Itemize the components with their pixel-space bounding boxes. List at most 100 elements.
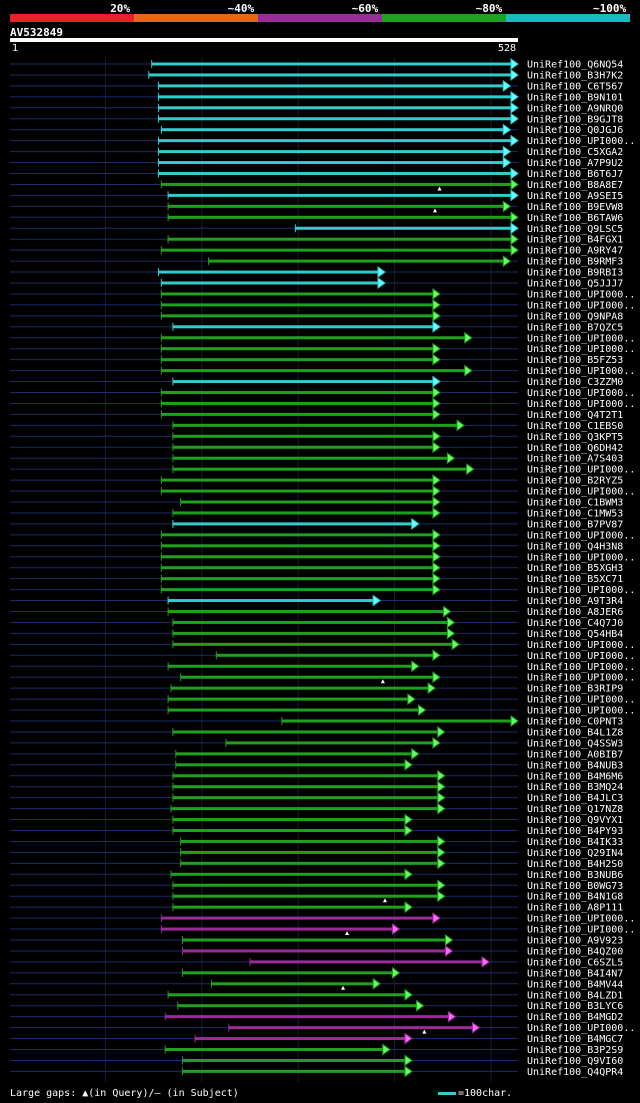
hit-alignment[interactable] — [161, 401, 434, 405]
hit-alignment[interactable] — [172, 325, 434, 329]
hit-alignment[interactable] — [158, 106, 512, 110]
hit-alignment[interactable] — [177, 1004, 418, 1008]
hit-alignment[interactable] — [168, 204, 505, 208]
hit-label[interactable]: UniRef100_A9SEI5 — [527, 191, 623, 202]
hit-alignment[interactable] — [175, 763, 406, 767]
hit-label[interactable]: UniRef100_Q9LSC5 — [527, 224, 623, 235]
hit-alignment[interactable] — [170, 807, 439, 811]
hit-alignment[interactable] — [158, 95, 512, 99]
hit-alignment[interactable] — [158, 117, 512, 121]
hit-label[interactable]: UniRef100_C6T567 — [527, 81, 623, 92]
hit-label[interactable]: UniRef100_B5FZ53 — [527, 355, 623, 366]
hit-alignment[interactable] — [161, 314, 434, 318]
hit-label[interactable]: UniRef100_A9V923 — [527, 936, 623, 947]
hit-label[interactable]: UniRef100_B3MQ24 — [527, 782, 623, 793]
hit-label[interactable]: UniRef100_UPI000.. — [527, 651, 635, 662]
hit-alignment[interactable] — [151, 62, 512, 66]
hit-label[interactable]: UniRef100_B3P2S9 — [527, 1045, 623, 1056]
hit-label[interactable]: UniRef100_B3RIP9 — [527, 684, 623, 695]
hit-label[interactable]: UniRef100_B6TAW6 — [527, 213, 623, 224]
hit-alignment[interactable] — [158, 161, 505, 165]
hit-label[interactable]: UniRef100_Q54HB4 — [527, 629, 623, 640]
hit-label[interactable]: UniRef100_UPI000.. — [527, 662, 635, 673]
hit-alignment[interactable] — [225, 741, 434, 745]
hit-label[interactable]: UniRef100_B9EVW8 — [527, 202, 623, 213]
hit-label[interactable]: UniRef100_C0PNT3 — [527, 717, 623, 728]
hit-label[interactable]: UniRef100_A8JER6 — [527, 607, 623, 618]
hit-label[interactable]: UniRef100_B4PY93 — [527, 826, 623, 837]
hit-label[interactable]: UniRef100_UPI000.. — [527, 673, 635, 684]
hit-label[interactable]: UniRef100_UPI000.. — [527, 300, 635, 311]
hit-alignment[interactable] — [182, 971, 394, 975]
hit-alignment[interactable] — [158, 139, 512, 143]
hit-alignment[interactable] — [158, 84, 505, 88]
hit-label[interactable]: UniRef100_UPI000.. — [527, 344, 635, 355]
hit-label[interactable]: UniRef100_UPI000.. — [527, 585, 635, 596]
hit-alignment[interactable] — [182, 938, 447, 942]
hit-alignment[interactable] — [172, 456, 449, 460]
hit-label[interactable]: UniRef100_B4I4N7 — [527, 968, 623, 979]
hit-alignment[interactable] — [161, 248, 512, 252]
hit-label[interactable]: UniRef100_A9NRQ0 — [527, 103, 623, 114]
hit-alignment[interactable] — [161, 577, 434, 581]
hit-alignment[interactable] — [172, 631, 449, 635]
hit-label[interactable]: UniRef100_B4N1G8 — [527, 892, 623, 903]
hit-alignment[interactable] — [172, 522, 413, 526]
hit-label[interactable]: UniRef100_Q9VI60 — [527, 1056, 623, 1067]
hit-label[interactable]: UniRef100_UPI000.. — [527, 706, 635, 717]
hit-alignment[interactable] — [168, 215, 512, 219]
hit-label[interactable]: UniRef100_B5XGH3 — [527, 563, 623, 574]
hit-label[interactable]: UniRef100_B9RBI3 — [527, 268, 623, 279]
hit-label[interactable]: UniRef100_UPI000.. — [527, 695, 635, 706]
hit-label[interactable]: UniRef100_Q9NPA8 — [527, 311, 623, 322]
hit-label[interactable]: UniRef100_Q3KPT5 — [527, 432, 623, 443]
hit-alignment[interactable] — [172, 785, 439, 789]
hit-label[interactable]: UniRef100_B4QZ00 — [527, 946, 623, 957]
hit-alignment[interactable] — [168, 237, 512, 241]
hit-label[interactable]: UniRef100_B4NUB3 — [527, 760, 623, 771]
hit-label[interactable]: UniRef100_UPI000.. — [527, 552, 635, 563]
hit-alignment[interactable] — [172, 445, 434, 449]
hit-label[interactable]: UniRef100_UPI000.. — [527, 640, 635, 651]
hit-alignment[interactable] — [165, 1048, 384, 1051]
hit-alignment[interactable] — [211, 982, 375, 986]
hit-label[interactable]: UniRef100_A9T3R4 — [527, 596, 623, 607]
hit-alignment[interactable] — [165, 1015, 450, 1019]
hit-alignment[interactable] — [161, 588, 434, 592]
hit-label[interactable]: UniRef100_UPI000.. — [527, 925, 635, 936]
hit-label[interactable]: UniRef100_UPI000.. — [527, 1023, 635, 1034]
hit-alignment[interactable] — [182, 1069, 406, 1073]
hit-label[interactable]: UniRef100_B4MV44 — [527, 979, 623, 990]
hit-alignment[interactable] — [161, 347, 434, 351]
hit-alignment[interactable] — [168, 993, 406, 997]
hit-alignment[interactable] — [148, 73, 512, 77]
hit-alignment[interactable] — [182, 1058, 406, 1062]
hit-label[interactable]: UniRef100_B9RMF3 — [527, 257, 623, 268]
hit-alignment[interactable] — [175, 752, 413, 756]
hit-label[interactable]: UniRef100_Q6DH42 — [527, 443, 623, 454]
hit-label[interactable]: UniRef100_A8P111 — [527, 903, 623, 914]
hit-label[interactable]: UniRef100_UPI000.. — [527, 136, 635, 147]
hit-label[interactable]: UniRef100_UPI000.. — [527, 465, 635, 476]
hit-label[interactable]: UniRef100_C1MW53 — [527, 508, 623, 519]
hit-alignment[interactable] — [161, 555, 434, 559]
hit-label[interactable]: UniRef100_Q4T2T1 — [527, 410, 623, 421]
hit-label[interactable]: UniRef100_B6T6J7 — [527, 169, 623, 180]
hit-label[interactable]: UniRef100_C4Q7J0 — [527, 618, 623, 629]
hit-alignment[interactable] — [161, 391, 434, 394]
hit-label[interactable]: UniRef100_A7P9U2 — [527, 158, 623, 169]
hit-label[interactable]: UniRef100_A7S403 — [527, 454, 623, 465]
hit-alignment[interactable] — [172, 434, 434, 438]
hit-label[interactable]: UniRef100_C1BWM3 — [527, 498, 623, 509]
hit-alignment[interactable] — [172, 642, 454, 646]
hit-alignment[interactable] — [168, 599, 375, 603]
hit-label[interactable]: UniRef100_B4LZD1 — [527, 990, 623, 1001]
hit-alignment[interactable] — [172, 730, 439, 734]
hit-label[interactable]: UniRef100_B3LYC6 — [527, 1001, 623, 1012]
hit-alignment[interactable] — [180, 861, 439, 865]
hit-alignment[interactable] — [180, 675, 434, 679]
hit-label[interactable]: UniRef100_B4JLC3 — [527, 793, 623, 804]
hit-label[interactable]: UniRef100_UPI000.. — [527, 487, 635, 498]
hit-alignment[interactable] — [161, 927, 394, 931]
hit-alignment[interactable] — [161, 303, 434, 307]
